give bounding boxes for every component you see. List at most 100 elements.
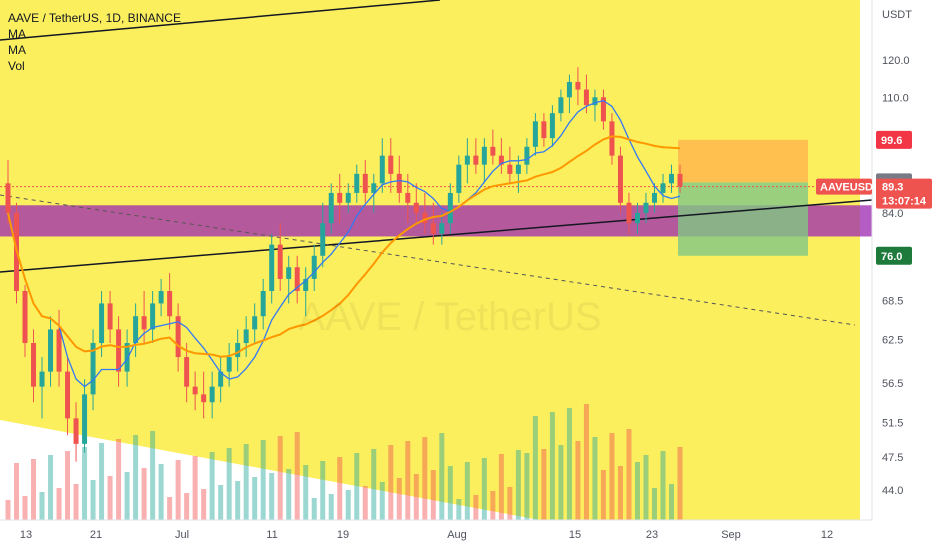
- current-price-tag: 89.3: [882, 182, 903, 194]
- candle-body: [124, 343, 130, 372]
- volume-bar: [592, 437, 598, 520]
- y-tick-label: 120.0: [882, 55, 910, 67]
- candle-body: [413, 202, 419, 213]
- y-axis[interactable]: 44.0 47.5 51.5 56.5 62.5 68.5 84.0 110.0 120.0 US…: [882, 9, 912, 497]
- volume-bar: [668, 484, 674, 520]
- stop-price-tag-bg: [876, 246, 912, 265]
- volume-bar: [549, 412, 555, 520]
- candle-body: [39, 371, 45, 387]
- current-symbol-tag: AAVEUSDT: [820, 182, 880, 194]
- volume-bar: [150, 431, 156, 520]
- candles: [5, 67, 683, 462]
- ma-slow-line: [7, 135, 681, 358]
- candle-body: [235, 343, 241, 358]
- volume-bar: [660, 451, 666, 520]
- volume-bar: [362, 486, 368, 520]
- candle-body: [592, 97, 598, 106]
- candle-body: [252, 316, 258, 330]
- candle-body: [277, 244, 283, 279]
- y-tick-label: 62.5: [882, 335, 903, 347]
- y-tick-label: 110.0: [882, 92, 909, 104]
- volume-bar: [243, 444, 249, 520]
- legend-title[interactable]: AAVE / TetherUS, 1D, BINANCE: [8, 11, 181, 25]
- volume-bar: [65, 451, 71, 520]
- volume-bar: [541, 449, 547, 520]
- candle-body: [209, 386, 215, 403]
- candle-body: [158, 291, 164, 304]
- x-tick-label: 12: [821, 529, 833, 541]
- legend-ma1[interactable]: MA: [8, 27, 26, 41]
- candle-body: [260, 291, 266, 317]
- legend-ma2[interactable]: MA: [8, 43, 26, 57]
- candle-body: [31, 343, 37, 387]
- candle-body: [73, 418, 79, 444]
- candle-body: [311, 255, 317, 279]
- target-zone: [678, 139, 808, 183]
- volume-bar: [133, 435, 139, 520]
- x-tick-label: 23: [646, 529, 658, 541]
- legend-vol[interactable]: Vol: [8, 59, 25, 73]
- volume-bar: [566, 408, 572, 520]
- candle-body: [549, 113, 555, 139]
- candle-body: [141, 316, 147, 330]
- y-axis-unit: USDT: [882, 9, 912, 21]
- candle-body: [243, 329, 249, 344]
- volume-bar: [311, 498, 317, 520]
- candle-body: [634, 212, 640, 224]
- y-tick-label: 68.5: [882, 295, 903, 307]
- volume-bar: [107, 476, 113, 520]
- y-tick-label: 47.5: [882, 452, 903, 464]
- volume-bar: [490, 491, 496, 520]
- candle-body: [507, 164, 513, 174]
- candle-body: [447, 192, 453, 224]
- volume-bar: [379, 482, 385, 520]
- volume-bar: [634, 462, 640, 520]
- y-tick-label: 44.0: [882, 485, 903, 497]
- candle-body: [116, 329, 122, 372]
- x-tick-label: 19: [337, 529, 349, 541]
- candle-body: [626, 202, 632, 224]
- stop-zone: [678, 182, 808, 256]
- countdown-tag: 13:07:14: [882, 196, 927, 208]
- volume-bar: [413, 474, 419, 520]
- volume-bar: [218, 485, 224, 520]
- volume-bar: [507, 487, 513, 520]
- x-tick-label: 15: [569, 529, 581, 541]
- candle-body: [48, 329, 54, 372]
- candle-body: [515, 164, 521, 174]
- volume-bar: [22, 496, 28, 520]
- dashed-trend-line: [0, 194, 856, 326]
- x-tick-label: Sep: [721, 529, 741, 541]
- candle-body: [371, 183, 377, 193]
- candle-body: [362, 173, 368, 193]
- volume-bar: [439, 433, 445, 520]
- candle-body: [22, 291, 28, 344]
- volume-bar: [677, 447, 683, 520]
- candle-body: [286, 267, 292, 279]
- candle-body: [651, 192, 657, 203]
- x-tick-label: 21: [90, 529, 102, 541]
- candle-body: [600, 97, 606, 122]
- volume-bar: [56, 488, 62, 520]
- candle-body: [439, 223, 445, 234]
- candle-body: [430, 223, 436, 234]
- x-tick-label: Aug: [447, 529, 467, 541]
- candle-body: [498, 155, 504, 165]
- volume-bar: [209, 452, 215, 520]
- candle-body: [541, 121, 547, 139]
- candle-body: [107, 303, 113, 330]
- volume-bar: [320, 461, 326, 520]
- volume-bar: [116, 439, 122, 520]
- volume-bar: [371, 449, 377, 520]
- volume-bar: [405, 441, 411, 520]
- candle-body: [320, 223, 326, 256]
- x-axis[interactable]: 13 21 Jul 11 19 Aug 15 23 Sep 12: [20, 529, 833, 541]
- candle-body: [379, 155, 385, 184]
- candle-body: [532, 121, 538, 147]
- candle-body: [558, 97, 564, 114]
- candle-body: [660, 183, 666, 193]
- current-symbol-bg: [816, 178, 872, 195]
- target-price-tag: 99.6: [881, 135, 902, 147]
